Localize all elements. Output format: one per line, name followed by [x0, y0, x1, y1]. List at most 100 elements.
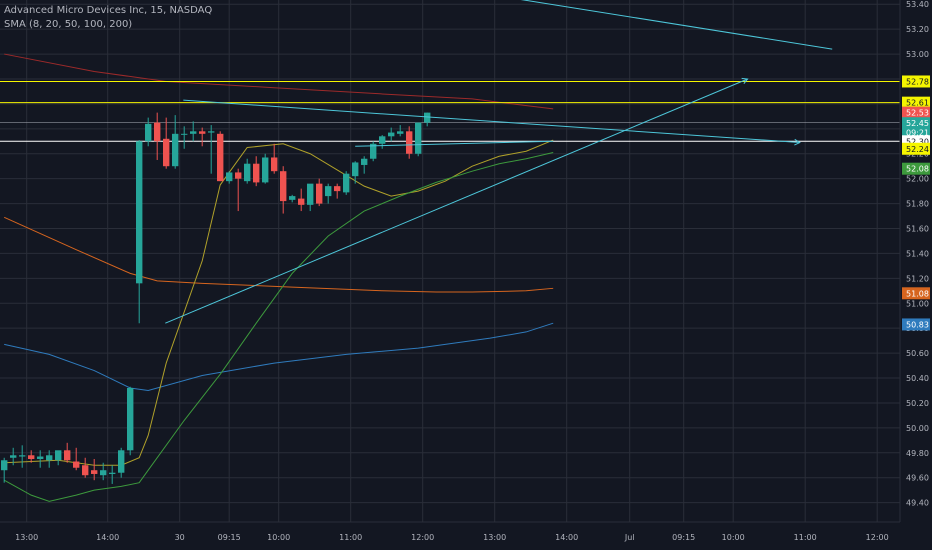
price-tick-label: 51.40 — [906, 249, 929, 258]
sma-line — [4, 139, 554, 466]
candle-up[interactable] — [172, 133, 179, 167]
price-tick-label: 50.60 — [906, 349, 929, 358]
candle-up[interactable] — [100, 470, 107, 476]
price-badge-text: 50.83 — [906, 320, 929, 329]
candle-up[interactable] — [10, 455, 17, 458]
candle-down[interactable] — [280, 171, 287, 202]
candle-down[interactable] — [406, 131, 413, 154]
trendline[interactable] — [355, 140, 554, 147]
candle-up[interactable] — [136, 141, 143, 284]
time-tick-label: 14:00 — [555, 533, 578, 542]
price-badge-text: 52.30 — [906, 137, 929, 146]
candle-down[interactable] — [253, 163, 260, 183]
price-tick-label: 50.20 — [906, 399, 929, 408]
candle-down[interactable] — [235, 172, 242, 179]
trendline-arrowhead — [794, 138, 801, 146]
candle-down[interactable] — [271, 157, 278, 172]
time-tick-label: 10:00 — [267, 533, 290, 542]
price-badge — [902, 287, 930, 300]
candle-up[interactable] — [415, 122, 422, 154]
time-tick-label: 13:00 — [483, 533, 506, 542]
candle-down[interactable] — [298, 198, 305, 205]
price-tick-label: 51.20 — [906, 274, 929, 283]
grid — [0, 0, 900, 522]
candle-up[interactable] — [352, 162, 359, 177]
price-badge-text: 52.61 — [906, 99, 929, 108]
price-badge — [902, 162, 930, 175]
sma-line — [3, 216, 554, 293]
candle-up[interactable] — [307, 183, 314, 205]
trendline[interactable] — [472, 0, 833, 50]
candle-up[interactable] — [244, 163, 251, 182]
candle-up[interactable] — [190, 131, 197, 134]
candle-down[interactable] — [199, 131, 206, 134]
candle-down[interactable] — [73, 461, 80, 468]
time-tick-label: 13:00 — [15, 533, 38, 542]
candle-up[interactable] — [289, 196, 296, 200]
candle-up[interactable] — [397, 131, 404, 134]
candle-up[interactable] — [388, 132, 395, 137]
candle-up[interactable] — [181, 133, 188, 135]
candle-up[interactable] — [127, 387, 134, 451]
candle-down[interactable] — [154, 122, 161, 142]
candle-down[interactable] — [163, 138, 170, 167]
candle-up[interactable] — [325, 186, 332, 197]
price-badge-text: 52.24 — [906, 145, 929, 154]
candle-up[interactable] — [370, 143, 377, 159]
candle-up[interactable] — [226, 172, 233, 182]
candle-down[interactable] — [316, 183, 323, 204]
price-badge — [902, 318, 930, 331]
time-tick-label: 11:00 — [794, 533, 817, 542]
candles[interactable] — [0, 112, 431, 484]
trendlines[interactable] — [165, 0, 833, 324]
trendline[interactable] — [183, 99, 800, 144]
price-tick-label: 53.00 — [906, 50, 929, 59]
price-tick-label: 51.00 — [906, 299, 929, 308]
price-tick-label: 51.60 — [906, 225, 929, 234]
time-tick-label: 14:00 — [96, 533, 119, 542]
candle-up[interactable] — [19, 455, 26, 457]
candle-up[interactable] — [145, 123, 152, 142]
candle-up[interactable] — [37, 456, 44, 460]
time-tick-label: 30 — [175, 533, 185, 542]
candle-up[interactable] — [0, 460, 8, 471]
price-badge — [902, 106, 930, 119]
price-tick-label: 53.20 — [906, 25, 929, 34]
time-tick-label: 09:15 — [672, 533, 695, 542]
price-badge-text: 52.08 — [906, 165, 929, 174]
candle-up[interactable] — [208, 131, 215, 133]
candle-up[interactable] — [109, 472, 116, 474]
candle-up[interactable] — [343, 173, 350, 193]
price-badge — [902, 96, 930, 109]
candle-down[interactable] — [28, 455, 35, 460]
time-tick-label: 12:00 — [411, 533, 434, 542]
sma-line — [4, 53, 554, 110]
price-tick-label: 49.40 — [906, 499, 929, 508]
price-tick-label: 50.00 — [906, 424, 929, 433]
indicator-legend: SMA (8, 20, 50, 100, 200) — [4, 19, 133, 30]
candle-up[interactable] — [424, 112, 431, 123]
candle-up[interactable] — [118, 450, 125, 473]
price-badge — [902, 75, 930, 88]
time-axis[interactable]: 13:00 14:00 30 09:15 10:00 11:00 12:00 13:00 14:… — [15, 533, 889, 542]
candle-down[interactable] — [217, 133, 224, 182]
trendline[interactable] — [165, 78, 748, 324]
candle-down[interactable] — [64, 450, 71, 461]
sma-line — [4, 322, 554, 391]
candle-up[interactable] — [262, 157, 269, 183]
price-badge-text: 51.08 — [906, 289, 929, 298]
candle-up[interactable] — [46, 455, 53, 461]
candle-down[interactable] — [334, 186, 341, 192]
candle-up[interactable] — [55, 450, 62, 461]
candle-up[interactable] — [361, 158, 368, 165]
time-tick-label: 10:00 — [722, 533, 745, 542]
candle-up[interactable] — [379, 136, 386, 144]
price-tick-label: 53.40 — [906, 0, 929, 9]
candle-down[interactable] — [91, 470, 98, 474]
price-badge — [902, 117, 930, 130]
candle-down[interactable] — [82, 465, 89, 476]
